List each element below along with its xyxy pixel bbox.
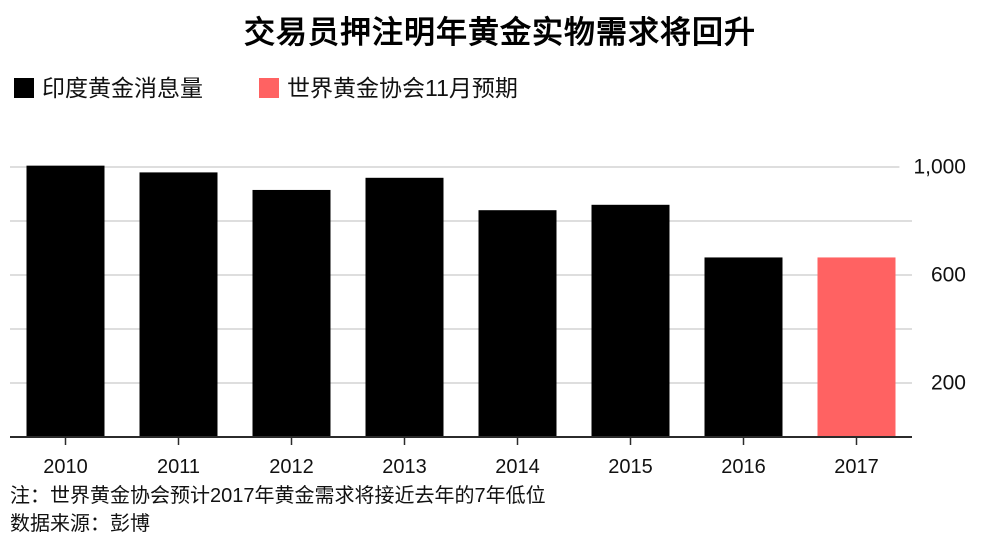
legend-swatch-india: [14, 78, 34, 98]
bar-2011: [139, 172, 218, 437]
legend-item-india: 印度黄金消息量: [14, 74, 203, 102]
footnote: 注：世界黄金协会预计2017年黄金需求将接近去年的7年低位: [10, 485, 546, 507]
bar-2015: [591, 204, 670, 437]
legend-item-wgc-forecast: 世界黄金协会11月预期: [259, 74, 518, 102]
y-tick-label: 1,000: [913, 156, 966, 179]
bar-2014: [478, 210, 557, 437]
legend: 印度黄金消息量 世界黄金协会11月预期: [14, 74, 574, 102]
x-tick-label: 2016: [721, 456, 766, 478]
x-tick-label: 2014: [495, 456, 540, 478]
chart-title: 交易员押注明年黄金实物需求将回升: [244, 15, 756, 50]
x-tick-label: 2015: [608, 456, 653, 478]
source-note: 数据来源：彭博: [10, 513, 150, 535]
y-axis-labels: 1,000 600 200: [913, 156, 966, 395]
bar-2017: [817, 257, 896, 437]
bar-2012: [252, 189, 331, 437]
bar-2013: [365, 177, 444, 438]
y-tick-label: 600: [931, 264, 966, 287]
legend-label-wgc-forecast: 世界黄金协会11月预期: [287, 75, 518, 101]
y-tick-label: 200: [931, 372, 966, 395]
x-axis: 2010 2011 2012 2013 2014 2015 2016 2017: [10, 436, 912, 478]
bar-2016: [704, 257, 783, 437]
x-tick-label: 2017: [834, 456, 879, 478]
x-tick-label: 2013: [382, 456, 427, 478]
bars: [26, 165, 896, 438]
legend-swatch-wgc-forecast: [259, 78, 279, 98]
x-tick-label: 2012: [269, 456, 314, 478]
x-tick-label: 2010: [43, 456, 88, 478]
x-tick-label: 2011: [157, 456, 200, 478]
bar-2010: [26, 165, 105, 437]
chart-notes: 注：世界黄金协会预计2017年黄金需求将接近去年的7年低位 数据来源：彭博: [10, 482, 546, 538]
legend-label-india: 印度黄金消息量: [42, 75, 203, 101]
